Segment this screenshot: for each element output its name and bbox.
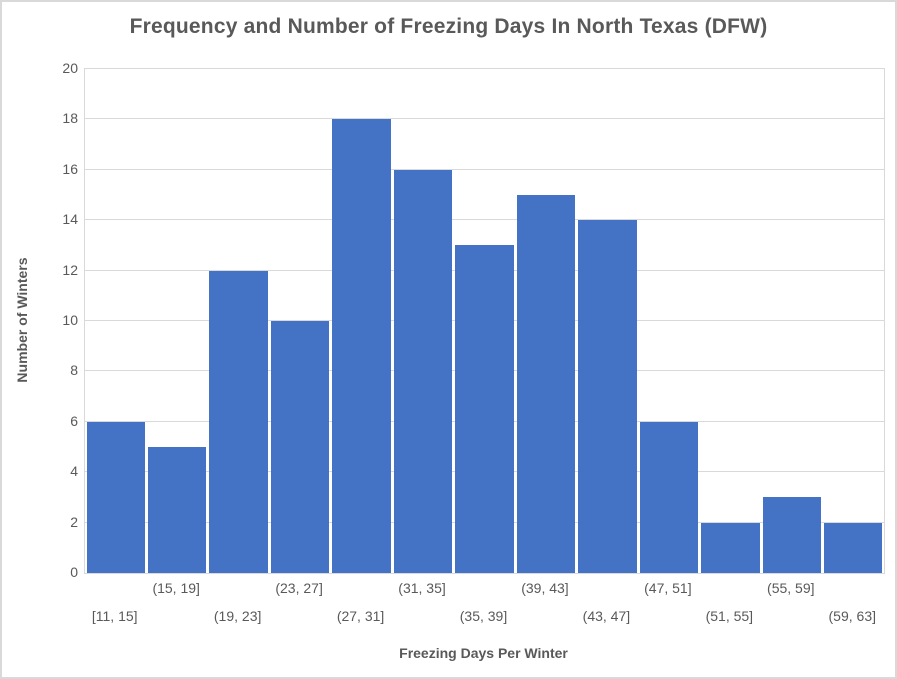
gridline-y-20 (85, 68, 884, 69)
x-tick-label-(43, 47]: (43, 47] (582, 608, 631, 624)
x-tick-label-(35, 39]: (35, 39] (459, 608, 508, 624)
bar-[11, 15] (86, 421, 145, 573)
bar-(27, 31] (332, 119, 391, 573)
x-tick-label-(59, 63]: (59, 63] (828, 608, 876, 624)
bar-(59, 63] (824, 522, 883, 573)
x-tick-label-(15, 19]: (15, 19] (152, 580, 200, 596)
bar-(15, 19] (147, 447, 207, 573)
x-tick-label-(51, 55]: (51, 55] (705, 608, 754, 624)
gridline-y-18 (85, 118, 884, 120)
y-tick-label-12: 12 (62, 261, 78, 278)
x-tick-label-(23, 27]: (23, 27] (275, 580, 323, 596)
y-tick-label-16: 16 (62, 160, 78, 177)
bar-(51, 55] (701, 522, 760, 573)
x-tick-label-(27, 31]: (27, 31] (336, 608, 385, 624)
x-tick-label-(55, 59]: (55, 59] (767, 580, 815, 596)
bar-(39, 43] (516, 195, 576, 573)
bar-(43, 47] (578, 220, 637, 573)
x-tick-label-[11, 15]: [11, 15] (91, 608, 138, 624)
x-tick-label-(47, 51]: (47, 51] (644, 580, 692, 596)
bar-(55, 59] (762, 497, 822, 573)
y-tick-label-2: 2 (70, 513, 78, 530)
y-tick-label-6: 6 (70, 412, 78, 429)
chart-title: Frequency and Number of Freezing Days In… (129, 15, 768, 38)
bar-(47, 51] (639, 421, 699, 573)
x-tick-label-(19, 23]: (19, 23] (213, 608, 262, 624)
y-axis-title: Number of Winters (14, 257, 30, 383)
gridline-y-16 (85, 168, 884, 170)
y-tick-label-18: 18 (62, 110, 78, 127)
y-tick-label-20: 20 (62, 60, 78, 76)
y-tick-label-4: 4 (70, 463, 78, 480)
bar-(19, 23] (209, 270, 268, 573)
gridline-y-14 (85, 219, 884, 221)
plot-area (84, 68, 885, 574)
x-tick-label-(39, 43]: (39, 43] (521, 580, 569, 596)
x-tick-label-(31, 35]: (31, 35] (398, 580, 446, 596)
y-tick-label-14: 14 (62, 211, 78, 228)
y-tick-label-10: 10 (62, 312, 78, 328)
bar-(31, 35] (393, 169, 453, 573)
bar-(35, 39] (455, 245, 514, 573)
bar-(23, 27] (270, 321, 330, 573)
y-tick-label-8: 8 (70, 362, 78, 379)
y-tick-label-0: 0 (70, 564, 78, 580)
x-axis-title: Freezing Days Per Winter (399, 645, 568, 661)
